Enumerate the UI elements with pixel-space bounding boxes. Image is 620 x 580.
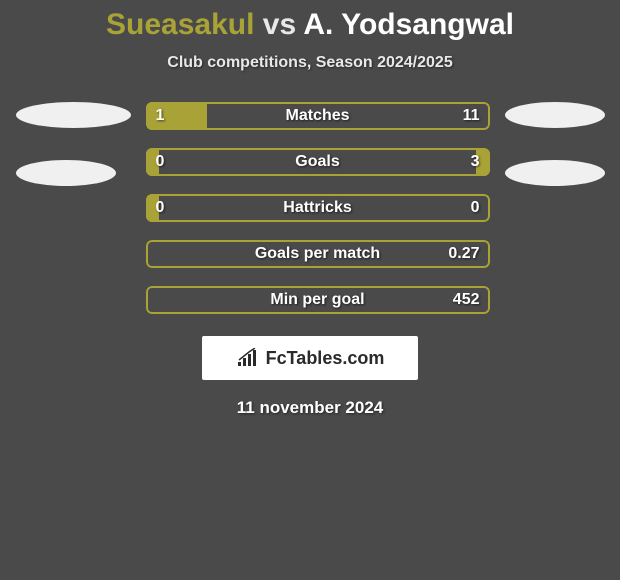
stat-value-right: 3: [471, 153, 480, 171]
stat-row-hattricks: 0 Hattricks 0: [146, 194, 490, 222]
date-label: 11 november 2024: [0, 398, 620, 418]
stat-value-left: 0: [156, 153, 165, 171]
logo-box: FcTables.com: [202, 336, 418, 380]
stat-value-right: 0: [471, 199, 480, 217]
stat-value-left: 0: [156, 199, 165, 217]
title-player2: A. Yodsangwal: [303, 8, 514, 41]
ellipse-decoration: [16, 102, 131, 128]
ellipse-decoration: [505, 160, 605, 186]
comparison-infographic: Sueasakul vs A. Yodsangwal Club competit…: [0, 0, 620, 418]
stat-row-matches: 1 Matches 11: [146, 102, 490, 130]
stat-label: Hattricks: [283, 199, 351, 217]
stat-value-right: 11: [463, 107, 480, 125]
stat-label: Min per goal: [270, 291, 364, 309]
bar-chart-icon: [236, 348, 260, 368]
stat-label: Matches: [285, 107, 349, 125]
stat-bars: 1 Matches 11 0 Goals 3 0 Hattricks 0: [146, 102, 490, 314]
stat-label: Goals per match: [255, 245, 380, 263]
stat-row-min-per-goal: Min per goal 452: [146, 286, 490, 314]
stat-value-left: 1: [156, 107, 165, 125]
ellipse-decoration: [505, 102, 605, 128]
right-ellipse-column: [505, 102, 605, 186]
title-vs: vs: [263, 8, 296, 41]
title-player1: Sueasakul: [106, 8, 254, 41]
stat-value-right: 452: [453, 291, 480, 309]
stat-value-right: 0.27: [448, 245, 479, 263]
ellipse-decoration: [16, 160, 116, 186]
logo-text: FcTables.com: [266, 348, 385, 369]
stat-row-goals-per-match: Goals per match 0.27: [146, 240, 490, 268]
stat-label: Goals: [295, 153, 339, 171]
left-ellipse-column: [16, 102, 131, 186]
page-title: Sueasakul vs A. Yodsangwal: [0, 8, 620, 42]
chart-area: 1 Matches 11 0 Goals 3 0 Hattricks 0: [0, 102, 620, 314]
stat-row-goals: 0 Goals 3: [146, 148, 490, 176]
subtitle: Club competitions, Season 2024/2025: [0, 54, 620, 72]
